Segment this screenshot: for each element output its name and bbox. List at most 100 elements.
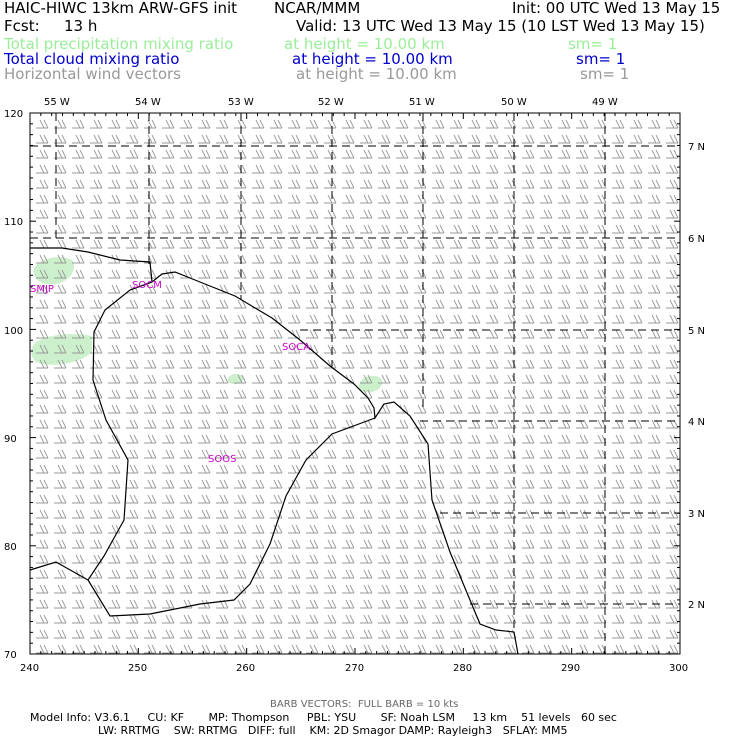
wind-barb (270, 329, 283, 339)
wind-barb (648, 479, 661, 489)
wind-barb (414, 254, 427, 264)
wind-barb (594, 524, 607, 534)
wind-barb (108, 344, 121, 354)
wind-barb (198, 149, 211, 159)
wind-barb (378, 239, 391, 249)
lon-label: 53 W (228, 97, 254, 108)
wind-barb (378, 164, 391, 174)
y-axis-label: 70 (4, 650, 17, 661)
wind-barb (180, 134, 193, 144)
wind-barb (72, 299, 85, 309)
wind-barb (162, 509, 175, 519)
wind-barb (396, 164, 409, 174)
wind-barb (198, 554, 211, 564)
wind-barb (72, 509, 85, 519)
wind-barb (306, 284, 319, 294)
wind-barb (468, 584, 481, 594)
wind-barb (36, 119, 49, 129)
wind-barb (522, 329, 535, 339)
wind-barb (378, 434, 391, 444)
wind-barb (558, 299, 571, 309)
wind-barb (162, 164, 175, 174)
wind-barb (72, 254, 85, 264)
wind-barb (306, 254, 319, 264)
wind-barb (144, 134, 157, 144)
lon-label: 52 W (318, 97, 344, 108)
wind-barb (540, 449, 553, 459)
wind-barb (324, 524, 337, 534)
wind-barb (36, 149, 49, 159)
wind-barb (288, 569, 301, 579)
wind-barb (108, 164, 121, 174)
wind-barb (54, 554, 67, 564)
wind-barb (630, 299, 643, 309)
wind-barb (486, 179, 499, 189)
wind-barb (540, 464, 553, 474)
wind-barb (198, 404, 211, 414)
wind-barb (576, 494, 589, 504)
wind-barb (270, 149, 283, 159)
wind-barb (180, 494, 193, 504)
wind-barb (108, 569, 121, 579)
wind-barb (90, 419, 103, 429)
wind-barb (630, 584, 643, 594)
wind-barb (396, 239, 409, 249)
wind-barb (396, 209, 409, 219)
wind-barb (126, 149, 139, 159)
wind-barb (90, 509, 103, 519)
wind-barb (360, 374, 373, 384)
wind-barb (90, 644, 103, 654)
wind-barb (72, 179, 85, 189)
wind-barb (72, 449, 85, 459)
wind-barb (648, 509, 661, 519)
wind-barb (666, 284, 679, 294)
wind-barb (666, 224, 679, 234)
wind-barb (144, 119, 157, 129)
wind-barb (630, 524, 643, 534)
wind-barb (486, 329, 499, 339)
wind-barb (306, 509, 319, 519)
wind-barb (558, 479, 571, 489)
wind-barb (558, 209, 571, 219)
wind-barb (540, 314, 553, 324)
wind-barb (234, 134, 247, 144)
wind-barb (198, 344, 211, 354)
wind-barb (234, 464, 247, 474)
wind-barb (288, 434, 301, 444)
wind-barb (270, 464, 283, 474)
wind-barb (216, 359, 229, 369)
wind-barb (324, 149, 337, 159)
wind-barb (288, 314, 301, 324)
wind-barb (648, 314, 661, 324)
wind-barb (396, 149, 409, 159)
wind-barb (252, 434, 265, 444)
lon-label: 55 W (44, 97, 70, 108)
wind-barb (594, 464, 607, 474)
wind-barb (54, 479, 67, 489)
wind-barb (306, 164, 319, 174)
wind-barb (396, 509, 409, 519)
wind-barb (648, 269, 661, 279)
wind-barb (198, 359, 211, 369)
wind-barb (414, 359, 427, 369)
wind-barb (360, 599, 373, 609)
wind-barb (486, 449, 499, 459)
wind-barb (360, 269, 373, 279)
wind-barb (612, 284, 625, 294)
wind-barb (450, 284, 463, 294)
wind-barb (90, 404, 103, 414)
wind-barb (522, 269, 535, 279)
wind-barb (576, 569, 589, 579)
axis-labels: 55 W 54 W 53 W 52 W 51 W 50 W 49 W 7 N 6… (4, 97, 705, 674)
wind-barb (360, 554, 373, 564)
wind-barb (108, 149, 121, 159)
wind-barb (288, 149, 301, 159)
wind-barb (270, 254, 283, 264)
wind-barb (108, 479, 121, 489)
wind-barb (396, 389, 409, 399)
wind-barb (90, 179, 103, 189)
wind-barb (594, 344, 607, 354)
wind-barb (378, 149, 391, 159)
wind-barb (198, 539, 211, 549)
model-info-line2: LW: RRTMG SW: RRTMG DIFF: full KM: 2D Sm… (98, 724, 568, 737)
